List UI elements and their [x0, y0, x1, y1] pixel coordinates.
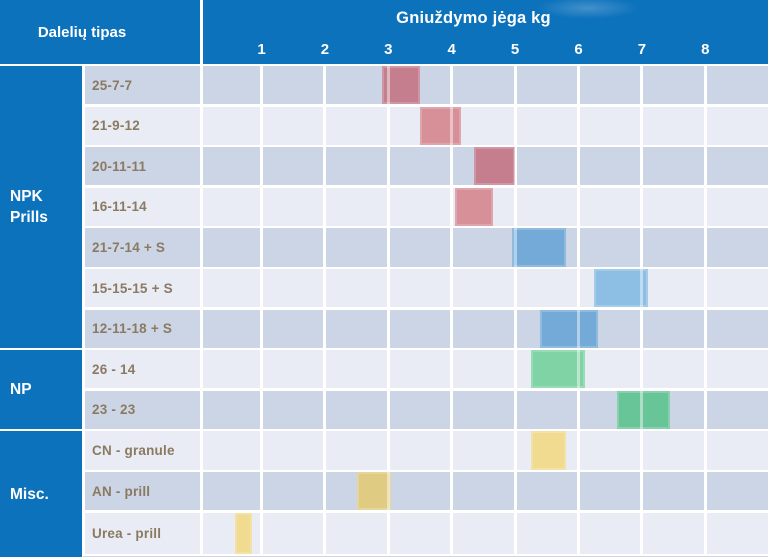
row-label-cell: 26 - 14: [85, 350, 200, 389]
gridline: [260, 66, 263, 554]
row-header-cell: Dalelių tipas: [0, 0, 200, 64]
range-bar: [473, 147, 516, 186]
gridline-overlay: [450, 66, 454, 554]
row-label: AN - prill: [92, 483, 151, 499]
range-bar: [616, 390, 671, 430]
row-label: 21-9-12: [92, 118, 140, 134]
chart-row-cell: [203, 269, 768, 308]
group-label: NP: [10, 381, 32, 399]
gridline: [450, 66, 454, 554]
group-label: NPK Prills: [10, 187, 48, 226]
row-label-cell: 12-11-18 + S: [85, 309, 200, 348]
row-label: 15-15-15 + S: [92, 280, 173, 296]
row-header-title: Dalelių tipas: [37, 23, 127, 41]
chart-row-cell: [203, 390, 768, 430]
row-label-cell: 16-11-14: [85, 187, 200, 227]
gridline: [323, 66, 327, 554]
gridline: [513, 66, 517, 554]
gridline-overlay: [703, 66, 707, 554]
row-label: Urea - prill: [92, 525, 162, 541]
row-label-cell: CN - granule: [85, 431, 200, 470]
row-label: 23 - 23: [92, 402, 136, 418]
chart-row-cell: [203, 350, 768, 389]
gridline-overlay: [386, 66, 390, 554]
row-label: 25-7-7: [92, 77, 133, 93]
gridline: [640, 66, 644, 554]
row-label: 16-11-14: [92, 199, 147, 215]
gridline-overlay: [513, 66, 517, 554]
group-panel: Misc.: [0, 431, 82, 557]
group-label: Misc.: [10, 485, 49, 503]
chart-row-cell: [203, 512, 768, 555]
axis-tick-8: 8: [701, 41, 710, 58]
chart-row-cell: [203, 106, 768, 145]
range-bar: [511, 228, 566, 267]
axis-tick-5: 5: [510, 41, 520, 58]
axis-tick-3: 3: [384, 41, 393, 58]
range-bar: [381, 66, 420, 105]
row-label-cell: 25-7-7: [85, 66, 200, 105]
gridline: [386, 66, 390, 554]
header-highlight: [533, 0, 643, 20]
range-bar: [594, 269, 649, 308]
row-label-cell: 15-15-15 + S: [85, 269, 200, 308]
row-label: 12-11-18 + S: [92, 321, 173, 337]
group-panel: NP: [0, 350, 82, 430]
row-label: 20-11-11: [92, 158, 147, 174]
chart-row-cell: [203, 309, 768, 348]
chart-row-cell: [203, 431, 768, 470]
row-label-cell: 23 - 23: [85, 390, 200, 430]
row-label: 26 - 14: [92, 361, 136, 377]
row-label-cell: Urea - prill: [85, 512, 200, 555]
gridline-overlay: [323, 66, 327, 554]
axis-header-cell: Gniuždymo jėga kg 1 2 3 4 5 6 7 8: [203, 0, 768, 64]
axis-tick-2: 2: [320, 41, 330, 58]
row-label-cell: AN - prill: [85, 472, 200, 511]
row-label: 21-7-14 + S: [92, 240, 166, 256]
range-bar: [356, 472, 392, 511]
group-panel: NPK Prills: [0, 66, 82, 348]
row-label-cell: 21-7-14 + S: [85, 228, 200, 267]
chart-title: Gniuždymo jėga kg: [396, 9, 551, 27]
chart-row-cell: [203, 66, 768, 105]
gridline-overlay: [577, 66, 580, 554]
range-bar: [454, 187, 493, 227]
range-bar: [530, 431, 566, 470]
axis-tick-4: 4: [447, 41, 456, 58]
gridline-overlay: [260, 66, 263, 554]
chart-row-cell: [203, 228, 768, 267]
range-bar: [530, 350, 585, 389]
axis-tick-1: 1: [257, 41, 266, 58]
range-bar: [234, 512, 252, 555]
row-label: CN - granule: [92, 443, 175, 459]
row-label-cell: 21-9-12: [85, 106, 200, 145]
range-bar: [420, 106, 462, 145]
row-label-cell: 20-11-11: [85, 147, 200, 186]
range-bar: [540, 309, 598, 348]
axis-tick-7: 7: [637, 41, 647, 58]
gridline-overlay: [640, 66, 644, 554]
chart-row-cell: [203, 472, 768, 511]
axis-tick-6: 6: [574, 41, 583, 58]
gridline: [703, 66, 707, 554]
